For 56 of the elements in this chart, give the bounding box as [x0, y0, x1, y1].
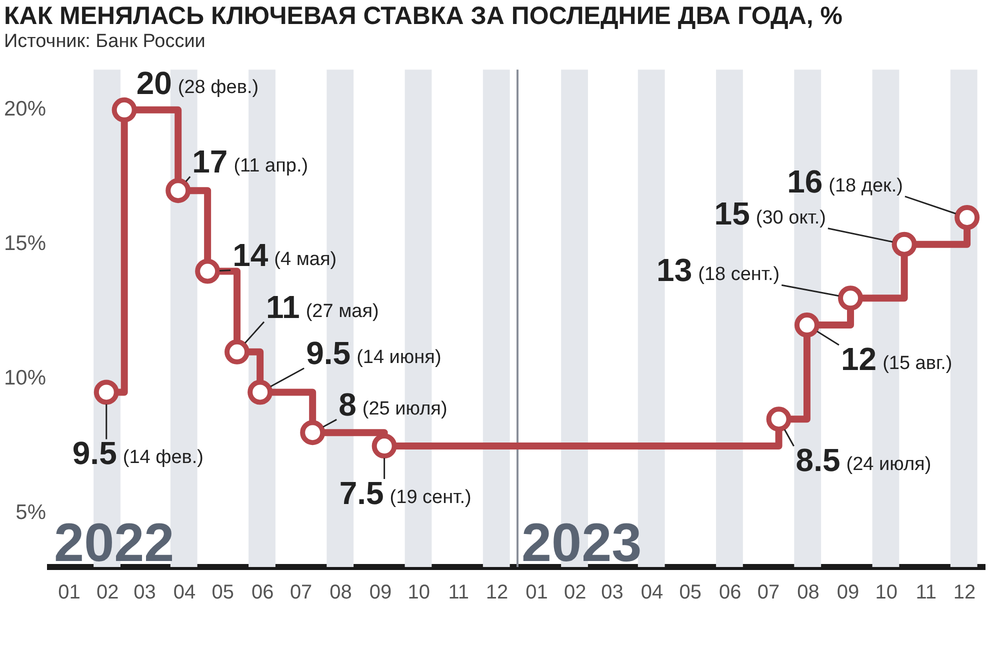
point — [224, 339, 250, 364]
text: 17 (11 апр.) — [192, 144, 308, 180]
point — [794, 312, 820, 338]
x-tick-label: 02 — [564, 582, 586, 604]
text: 9.5 (14 июня) — [306, 335, 442, 372]
x-tick-label: 07 — [290, 582, 312, 604]
x-tick-label: 05 — [212, 582, 234, 604]
text: 9.5 (14 фев.) — [72, 435, 204, 472]
x-tick-label: 10 — [875, 582, 898, 604]
point — [195, 258, 220, 284]
x-tick-label: 02 — [96, 582, 119, 604]
point — [94, 380, 119, 405]
text: 8.5 (24 июля) — [796, 442, 932, 478]
x-tick-label: 06 — [252, 582, 274, 604]
point — [300, 420, 326, 446]
y-tick-label: 20% — [4, 98, 46, 121]
point — [954, 204, 980, 230]
text: 14 (4 мая) — [232, 237, 337, 274]
point — [838, 286, 864, 311]
x-tick-label: 09 — [369, 582, 392, 604]
x-tick-label: 04 — [173, 582, 196, 604]
x-tick-label: 03 — [134, 582, 156, 604]
text: 11 (27 мая) — [266, 288, 379, 325]
x-tick-label: 07 — [757, 582, 780, 604]
y-tick-label: 10% — [4, 366, 46, 390]
annotation: 2022 — [54, 513, 174, 573]
point — [166, 178, 191, 204]
text: 13 (18 сент.) — [656, 252, 780, 288]
point — [248, 380, 273, 405]
x-tick-label: 03 — [601, 582, 624, 604]
x-tick-label: 01 — [58, 582, 80, 604]
text: 8 (25 июля) — [338, 386, 448, 423]
text: 12 (15 авг.) — [840, 341, 952, 378]
x-tick-label: 08 — [797, 582, 820, 604]
y-tick-label: 5% — [16, 501, 46, 524]
chart-title: КАК МЕНЯЛАСЬ КЛЮЧЕВАЯ СТАВКА ЗА ПОСЛЕДНИЕ ДВА ГОДА, % — [3, 1, 844, 31]
x-tick-label: 10 — [408, 582, 430, 604]
point — [892, 232, 917, 257]
x-tick-label: 08 — [330, 582, 352, 604]
x-tick-label: 12 — [486, 582, 508, 604]
text: Источник: Банк России — [3, 31, 206, 53]
x-tick-label: 12 — [953, 582, 976, 604]
text: 20 (28 фев.) — [136, 64, 259, 101]
x-tick-label: 06 — [719, 582, 742, 604]
point — [766, 406, 792, 432]
x-tick-label: 09 — [836, 582, 860, 604]
x-tick-label: 05 — [679, 582, 702, 604]
x-tick-label: 04 — [640, 582, 664, 604]
point — [112, 97, 137, 122]
x-tick-label: 11 — [916, 582, 936, 604]
annotation: 2023 — [522, 513, 642, 573]
x-tick-label: 11 — [448, 582, 469, 604]
x-tick-label: 01 — [526, 582, 548, 604]
text: 7.5 (19 сент.) — [339, 475, 472, 512]
y-tick-label: 15% — [4, 232, 46, 256]
point — [372, 434, 397, 459]
